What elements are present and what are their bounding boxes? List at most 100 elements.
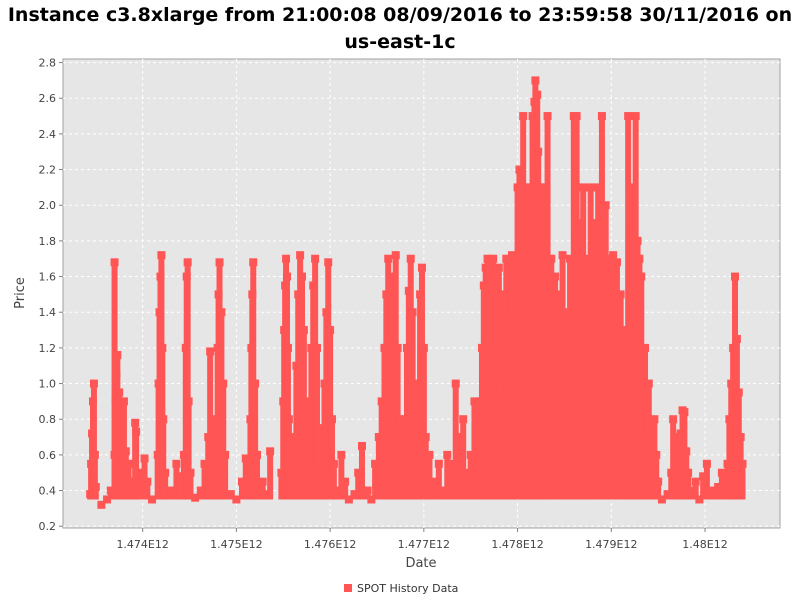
y-tick-label: 1.8 <box>39 235 57 248</box>
data-point-range <box>313 347 320 500</box>
data-point-range <box>107 490 114 500</box>
data-point-range <box>207 351 214 500</box>
data-point-range <box>135 472 142 500</box>
x-tick-label: 1.478E12 <box>491 538 543 551</box>
data-point-range <box>254 454 261 500</box>
y-tick-label: 2.8 <box>39 57 57 70</box>
y-tick-label: 2.6 <box>39 92 57 105</box>
data-point-range <box>160 419 167 500</box>
y-tick-label: 0.2 <box>39 520 57 533</box>
y-tick-label: 0.4 <box>39 485 57 498</box>
data-point-range <box>342 481 349 500</box>
data-point-range <box>700 476 707 500</box>
data-point-range <box>426 454 433 500</box>
data-point-range <box>467 454 474 500</box>
data-point-range <box>187 472 194 500</box>
y-tick-label: 2.4 <box>39 128 57 141</box>
data-point <box>657 495 666 504</box>
data-point-range <box>338 454 345 500</box>
data-point-range <box>555 294 562 500</box>
x-tick-label: 1.479E12 <box>585 538 637 551</box>
data-point <box>367 495 376 504</box>
data-point-range <box>548 258 555 500</box>
data-point-range <box>610 255 617 500</box>
x-tick-label: 1.476E12 <box>304 538 356 551</box>
data-point <box>97 500 106 509</box>
x-tick-label: 1.477E12 <box>398 538 450 551</box>
data-point-range <box>372 463 379 500</box>
data-point-range <box>355 472 362 500</box>
data-point-range <box>173 463 180 500</box>
y-tick-label: 2.0 <box>39 199 57 212</box>
data-point-range <box>267 451 274 500</box>
data-point-range <box>422 437 429 500</box>
data-point-range <box>396 419 403 500</box>
data-point-range <box>304 454 311 500</box>
data-point-range <box>334 490 341 500</box>
data-point-range <box>177 476 184 500</box>
data-point-range <box>111 262 118 500</box>
data-point-range <box>167 490 174 500</box>
data-point-range <box>602 205 609 500</box>
data-point <box>148 495 157 504</box>
data-point-range <box>128 481 135 500</box>
x-tick-label: 1.475E12 <box>210 538 262 551</box>
data-point-range <box>638 276 645 500</box>
y-tick-label: 0.8 <box>39 413 57 426</box>
data-point-range <box>718 472 725 500</box>
data-point-range <box>452 383 459 500</box>
data-point-range <box>621 330 628 500</box>
data-point-range <box>133 431 140 500</box>
data-point-range <box>471 401 478 500</box>
data-point-range <box>91 454 98 500</box>
data-point-range <box>222 454 229 500</box>
data-point-range <box>456 437 463 500</box>
y-tick-label: 2.2 <box>39 164 57 177</box>
data-point-range <box>563 312 570 500</box>
data-point-range <box>430 481 437 500</box>
data-point-range <box>328 419 335 500</box>
data-point-range <box>559 255 566 500</box>
data-point-range <box>287 472 294 500</box>
data-point-range <box>317 472 324 500</box>
data-point-range <box>552 276 559 500</box>
y-tick-label: 1.2 <box>39 342 57 355</box>
data-point-range <box>591 223 598 500</box>
data-point-range <box>583 258 590 500</box>
data-point-range <box>448 463 455 500</box>
data-point-range <box>567 258 574 500</box>
data-point-range <box>144 481 151 500</box>
data-point <box>103 495 112 504</box>
x-tick-label: 1.48E12 <box>682 538 727 551</box>
data-point-range <box>685 472 692 500</box>
data-point-range <box>692 481 699 500</box>
data-point-range <box>192 497 199 500</box>
legend-swatch <box>344 584 352 592</box>
data-point-range <box>185 401 192 500</box>
y-axis: 0.2 0.4 0.6 0.8 1.0 1.2 1.4 1.6 1.8 2.0 2.2 2.4 2.6 2… <box>39 57 63 533</box>
data-point-range <box>285 419 292 500</box>
data-point-range <box>664 494 671 500</box>
data-point-range <box>227 494 234 500</box>
data-point-range <box>302 401 309 500</box>
data-point-range <box>703 463 710 500</box>
x-axis: 1.474E12 1.475E12 1.476E12 1.477E12 1.478E12… <box>116 528 728 551</box>
data-point-range <box>330 463 337 500</box>
data-point-range <box>358 445 365 500</box>
data-point-range <box>460 419 467 500</box>
data-point-range <box>242 458 249 500</box>
data-point-range <box>263 494 270 500</box>
data-point-range <box>197 490 204 500</box>
data-point-range <box>398 472 405 500</box>
data-point-range <box>364 490 371 500</box>
legend: SPOT History Data <box>344 582 458 595</box>
data-point-range <box>201 463 208 500</box>
data-point-range <box>598 116 605 500</box>
data-point-range <box>647 437 654 500</box>
chart-title: Instance c3.8xlarge from 21:00:08 08/09/… <box>7 4 793 53</box>
data-point-range <box>184 262 191 500</box>
data-point-range <box>315 428 322 500</box>
data-point-range <box>711 494 718 500</box>
data-point-range <box>739 463 746 500</box>
